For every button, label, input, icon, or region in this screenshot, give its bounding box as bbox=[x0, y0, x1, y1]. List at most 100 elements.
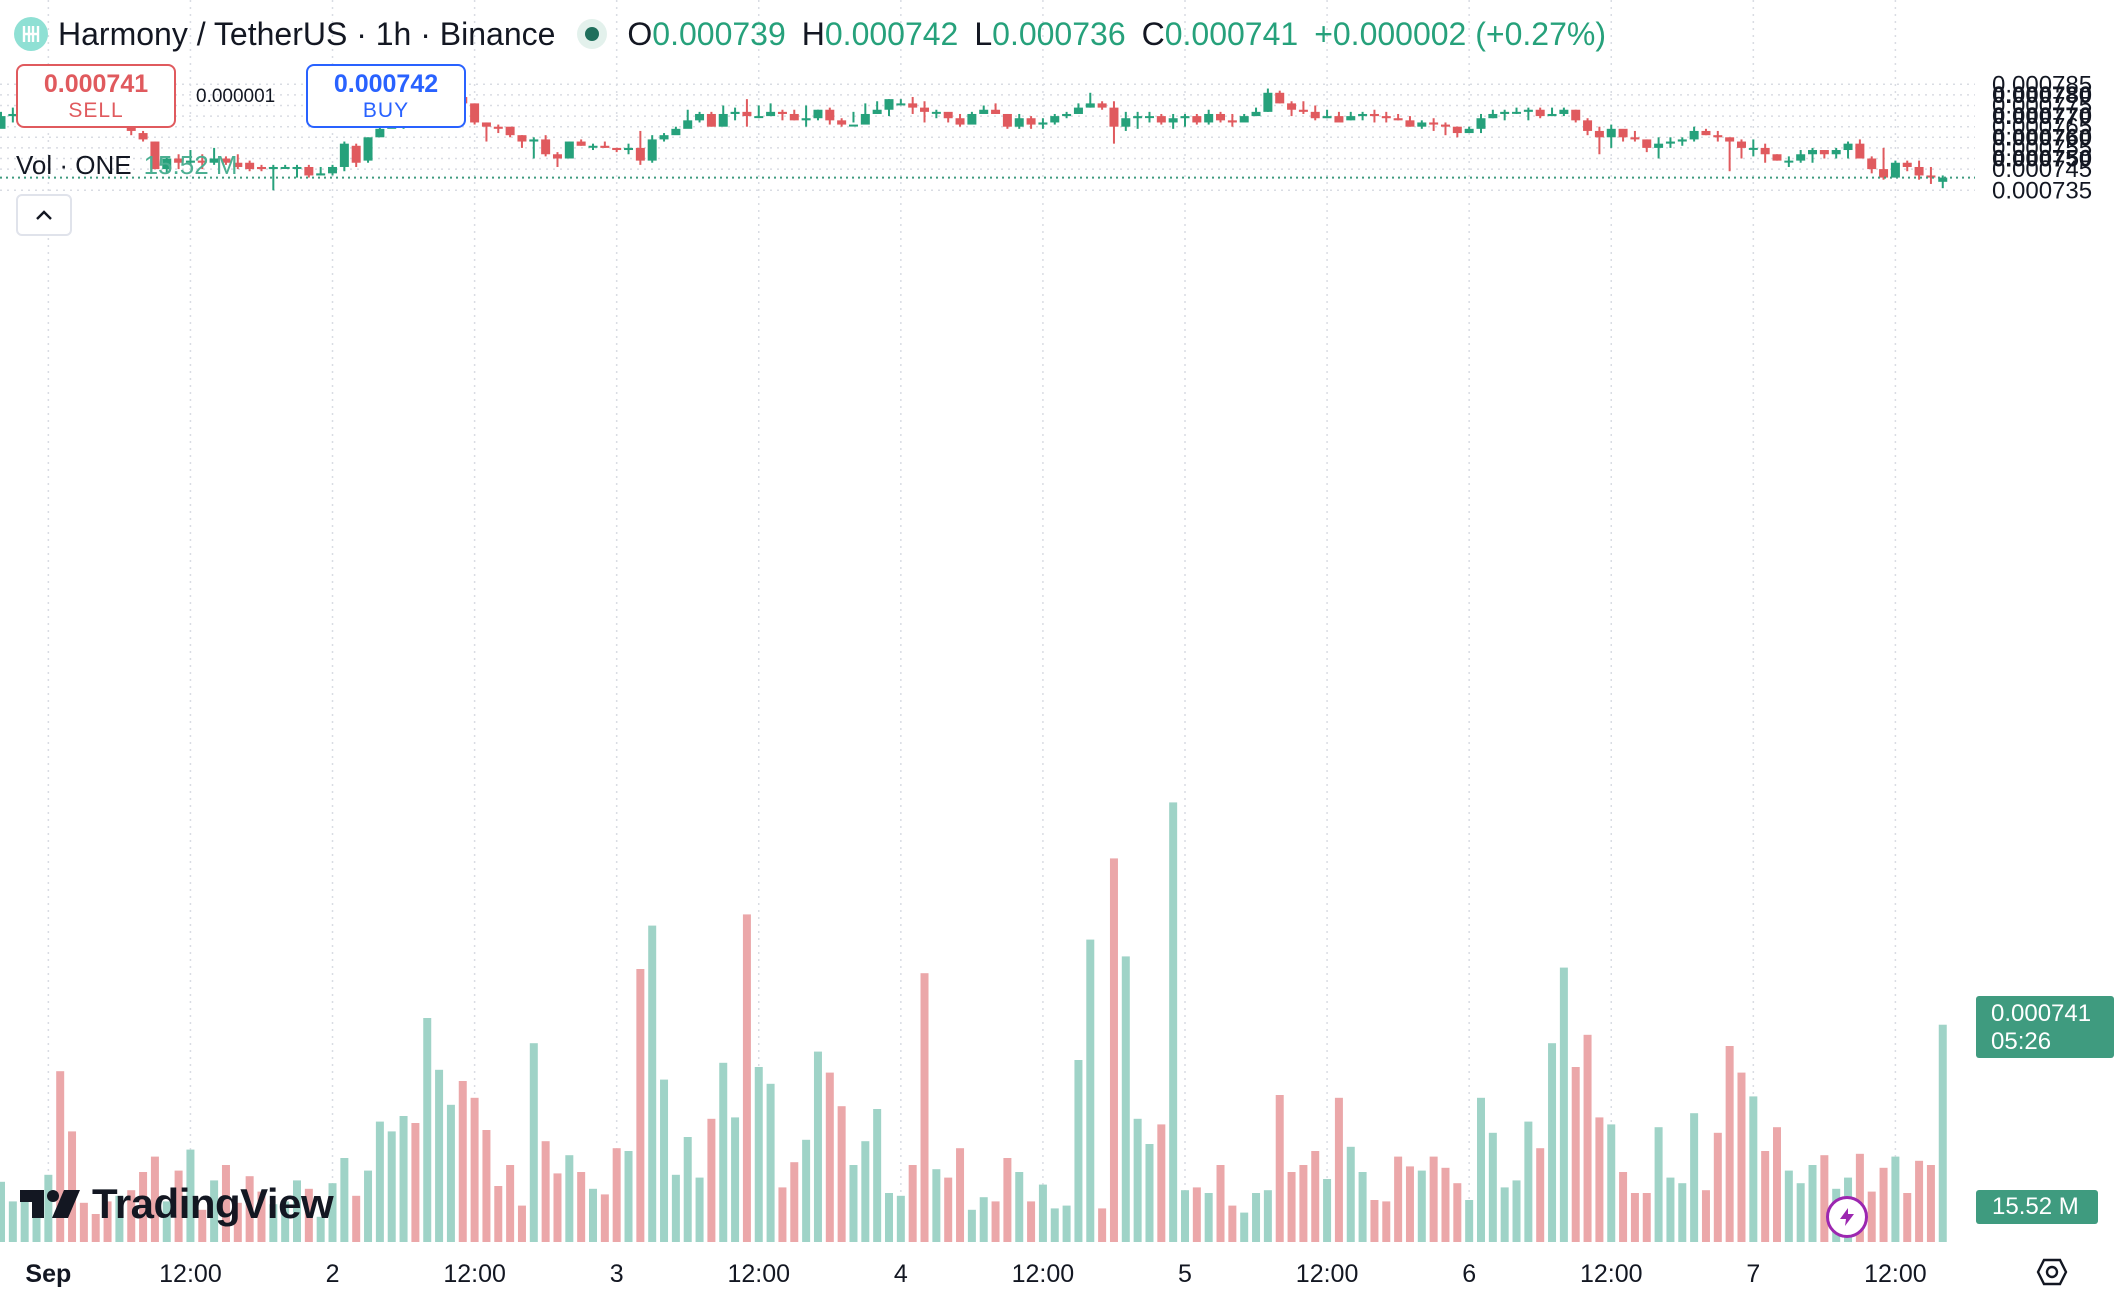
volume-bar bbox=[174, 1170, 183, 1242]
candle-body bbox=[742, 111, 752, 117]
volume-bar bbox=[1003, 1158, 1012, 1242]
candle-body bbox=[1204, 113, 1214, 123]
sell-label: SELL bbox=[68, 99, 124, 122]
candle-body bbox=[659, 135, 669, 140]
volume-bar bbox=[967, 1209, 976, 1242]
buy-label: BUY bbox=[362, 99, 410, 122]
candle-body bbox=[1452, 126, 1462, 134]
candle-body bbox=[612, 147, 622, 151]
buy-button[interactable]: 0.000742 BUY bbox=[306, 64, 466, 128]
candle-body bbox=[1275, 92, 1285, 104]
volume-label: Vol · ONE bbox=[16, 150, 132, 180]
volume-bar bbox=[375, 1121, 384, 1242]
volume-bar bbox=[103, 1201, 112, 1242]
volume-bar bbox=[482, 1130, 491, 1242]
candle-body bbox=[588, 145, 598, 148]
candle-body bbox=[1748, 147, 1758, 150]
candle-body bbox=[991, 109, 1001, 114]
volume-bar bbox=[293, 1180, 301, 1242]
volume-bar bbox=[1820, 1155, 1829, 1242]
candle-body bbox=[1346, 116, 1356, 121]
volume-bar bbox=[44, 1174, 53, 1242]
candle-body bbox=[1227, 120, 1237, 123]
y-axis-tick-label: 0.000770 bbox=[1992, 103, 2092, 130]
candle-body bbox=[185, 160, 195, 163]
candle-body bbox=[316, 173, 326, 176]
sell-price: 0.000741 bbox=[43, 70, 149, 98]
volume-bar bbox=[1252, 1193, 1261, 1242]
candle-body bbox=[1594, 130, 1604, 138]
candle-body bbox=[1677, 139, 1687, 142]
candle-body bbox=[837, 120, 847, 125]
candle-body bbox=[766, 111, 776, 117]
candle-body bbox=[920, 107, 930, 112]
harmony-logo-icon bbox=[14, 17, 48, 51]
candle-body bbox=[647, 139, 657, 161]
settings-icon[interactable] bbox=[2036, 1256, 2068, 1288]
buy-price: 0.000742 bbox=[333, 70, 439, 98]
lightning-button[interactable] bbox=[1826, 1196, 1868, 1238]
y-axis-tick-label: 0.000785 bbox=[1992, 71, 2092, 98]
volume-bar bbox=[956, 1148, 965, 1242]
candle-body bbox=[1713, 135, 1723, 138]
candle-body bbox=[1322, 116, 1332, 119]
y-axis-tick-label: 0.000750 bbox=[1992, 146, 2092, 173]
candle-body bbox=[481, 122, 491, 127]
volume-bar bbox=[1133, 1118, 1142, 1242]
candle-body bbox=[1701, 130, 1711, 136]
candle-body bbox=[1062, 113, 1072, 117]
sell-button[interactable]: 0.000741 SELL bbox=[16, 64, 176, 128]
candle-body bbox=[1381, 116, 1391, 119]
volume-bar bbox=[1690, 1113, 1699, 1242]
candle-body bbox=[1156, 116, 1166, 123]
volume-bar bbox=[387, 1131, 396, 1242]
volume-bar bbox=[1713, 1132, 1722, 1242]
candle-body bbox=[529, 139, 539, 142]
low-value: 0.000736 bbox=[992, 15, 1126, 52]
candle-body bbox=[1559, 109, 1569, 114]
volume-bar bbox=[624, 1151, 633, 1242]
volume-bar bbox=[1181, 1190, 1189, 1242]
candle-body bbox=[1772, 154, 1782, 161]
volume-bar bbox=[1630, 1193, 1639, 1242]
volume-bar bbox=[1666, 1177, 1675, 1242]
candle-body bbox=[1263, 92, 1273, 112]
volume-bar bbox=[1784, 1170, 1793, 1242]
volume-bar bbox=[1642, 1193, 1651, 1242]
candle-body bbox=[825, 109, 835, 121]
candle-body bbox=[1488, 113, 1498, 119]
tradingview-logo[interactable]: TradingView bbox=[20, 1180, 334, 1228]
volume-bar bbox=[1370, 1200, 1379, 1242]
volume-bar bbox=[1062, 1205, 1071, 1242]
y-axis-tick-label: 0.000735 bbox=[1992, 177, 2092, 204]
candle-body bbox=[1144, 116, 1154, 119]
candle-body bbox=[943, 111, 953, 119]
volume-legend[interactable]: Vol · ONE 15.52 M bbox=[16, 150, 238, 181]
collapse-legend-button[interactable] bbox=[16, 194, 72, 236]
volume-bar bbox=[1737, 1072, 1746, 1242]
volume-bar bbox=[825, 1072, 834, 1242]
candle-body bbox=[375, 128, 385, 138]
volume-bar bbox=[1394, 1156, 1403, 1242]
volume-bar bbox=[1477, 1097, 1485, 1242]
status-dot-icon bbox=[585, 27, 600, 41]
x-axis-tick-label: 12:00 bbox=[1296, 1260, 1359, 1288]
volume-bar bbox=[1488, 1132, 1497, 1242]
volume-bar bbox=[1855, 1153, 1864, 1242]
candle-body bbox=[1583, 120, 1593, 131]
candle-body bbox=[1819, 150, 1829, 155]
volume-bar bbox=[0, 1181, 5, 1242]
volume-bar bbox=[1595, 1117, 1604, 1242]
candle-body bbox=[789, 113, 799, 121]
candle-body bbox=[884, 99, 894, 110]
candle-body bbox=[162, 158, 172, 170]
x-axis-tick-label: 12:00 bbox=[159, 1260, 222, 1288]
symbol-legend[interactable]: Harmony / TetherUS · 1h · Binance O 0.000… bbox=[14, 12, 1606, 56]
volume-bar bbox=[221, 1165, 230, 1242]
candle-body bbox=[706, 113, 716, 127]
x-axis-tick-label: 4 bbox=[894, 1260, 908, 1288]
candle-body bbox=[1630, 137, 1640, 140]
bar-countdown: 05:26 bbox=[1991, 1028, 2052, 1055]
candle-body bbox=[1784, 160, 1794, 163]
